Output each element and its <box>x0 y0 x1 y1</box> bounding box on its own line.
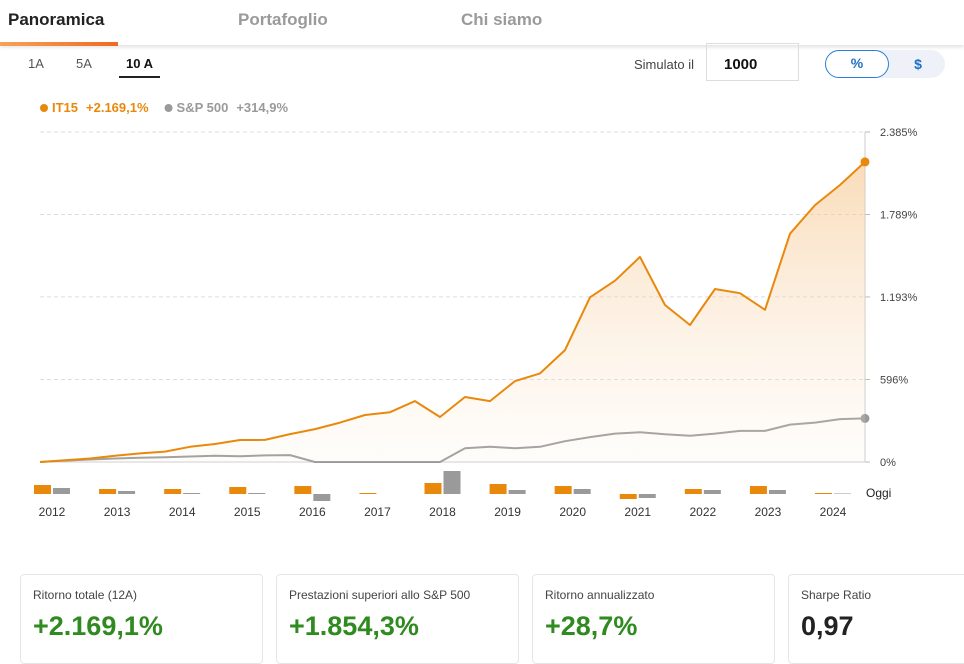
stat-value: +1.854,3% <box>289 611 419 641</box>
bar <box>489 484 507 494</box>
x-tick-label: 2013 <box>104 505 131 519</box>
legend-dot <box>164 104 173 112</box>
stat-value: +28,7% <box>545 611 638 641</box>
stat-label: Sharpe Ratio <box>801 588 872 602</box>
bar <box>183 493 201 494</box>
bar <box>834 493 851 494</box>
bar <box>638 494 656 498</box>
tab[interactable]: Chi siamo <box>461 10 543 29</box>
bar <box>248 493 266 494</box>
stat-card: Prestazioni superiori allo S&P 500 +1.854… <box>276 574 519 664</box>
end-label: Oggi <box>866 486 891 500</box>
stat-value: 0,97 <box>801 611 854 641</box>
x-tick-label: 2016 <box>299 505 326 519</box>
y-tick-label: 596% <box>880 375 908 387</box>
x-tick-label: 2015 <box>234 505 261 519</box>
bar <box>34 485 51 494</box>
bar <box>294 486 312 494</box>
tab[interactable]: Panoramica <box>8 10 105 29</box>
x-tick-label: 2014 <box>169 505 196 519</box>
amount-input[interactable]: 1000 <box>706 43 799 81</box>
legend-dot <box>40 104 48 112</box>
bar <box>749 486 767 494</box>
bar <box>229 487 247 494</box>
x-tick-label: 2020 <box>559 505 586 519</box>
legend-name: IT15 <box>52 100 78 115</box>
stat-card: Ritorno annualizzato +28,7% <box>532 574 775 664</box>
bar <box>164 489 182 494</box>
unit-option[interactable]: $ <box>914 56 922 72</box>
simulation-label: Simulato il <box>634 57 694 72</box>
tab[interactable]: Portafoglio <box>238 10 328 29</box>
bar <box>424 483 442 494</box>
x-tick-label: 2018 <box>429 505 456 519</box>
bar <box>573 489 591 494</box>
stat-label: Ritorno annualizzato <box>545 588 655 602</box>
range-button[interactable]: 1A <box>28 56 44 71</box>
tab-indicator <box>0 42 118 46</box>
stat-label: Ritorno totale (12A) <box>33 588 138 602</box>
legend-name: S&P 500 <box>177 100 229 115</box>
y-tick-label: 0% <box>880 457 896 469</box>
chart: 0% 596% 1.193% 1.789% 2.385% IT15 +2.169,1% S&P… <box>34 100 918 519</box>
y-tick-label: 1.193% <box>880 292 918 304</box>
legend-total: +314,9% <box>236 100 288 115</box>
legend-total: +2.169,1% <box>86 100 149 115</box>
range-button[interactable]: 10 A <box>119 56 160 78</box>
end-marker <box>860 157 870 167</box>
bar <box>768 490 786 494</box>
bar <box>619 494 637 499</box>
series-line <box>39 161 866 463</box>
bar <box>443 471 461 494</box>
unit-option[interactable]: % <box>825 50 889 78</box>
bar <box>313 494 331 501</box>
x-tick-label: 2023 <box>755 505 782 519</box>
x-tick-label: 2019 <box>494 505 521 519</box>
header <box>0 0 964 45</box>
x-tick-label: 2024 <box>820 505 847 519</box>
x-tick-label: 2022 <box>689 505 716 519</box>
bar <box>118 491 136 494</box>
x-tick-label: 2012 <box>39 505 66 519</box>
stat-card: Ritorno totale (12A) +2.169,1% <box>20 574 263 664</box>
bar <box>53 488 70 494</box>
area <box>40 161 865 462</box>
stat-value: +2.169,1% <box>33 611 163 641</box>
bar <box>359 493 377 494</box>
bar <box>684 489 702 494</box>
stat-label: Prestazioni superiori allo S&P 500 <box>289 588 471 602</box>
y-tick-label: 1.789% <box>880 209 918 221</box>
bar <box>815 493 832 494</box>
bar <box>703 490 721 494</box>
stat-card: Sharpe Ratio 0,97 <box>788 574 964 664</box>
x-tick-label: 2017 <box>364 505 391 519</box>
bar <box>99 489 117 494</box>
x-tick-label: 2021 <box>624 505 651 519</box>
bar <box>554 486 572 494</box>
bar <box>508 490 526 494</box>
y-tick-label: 2.385% <box>880 127 918 139</box>
range-button[interactable]: 5A <box>76 56 92 71</box>
